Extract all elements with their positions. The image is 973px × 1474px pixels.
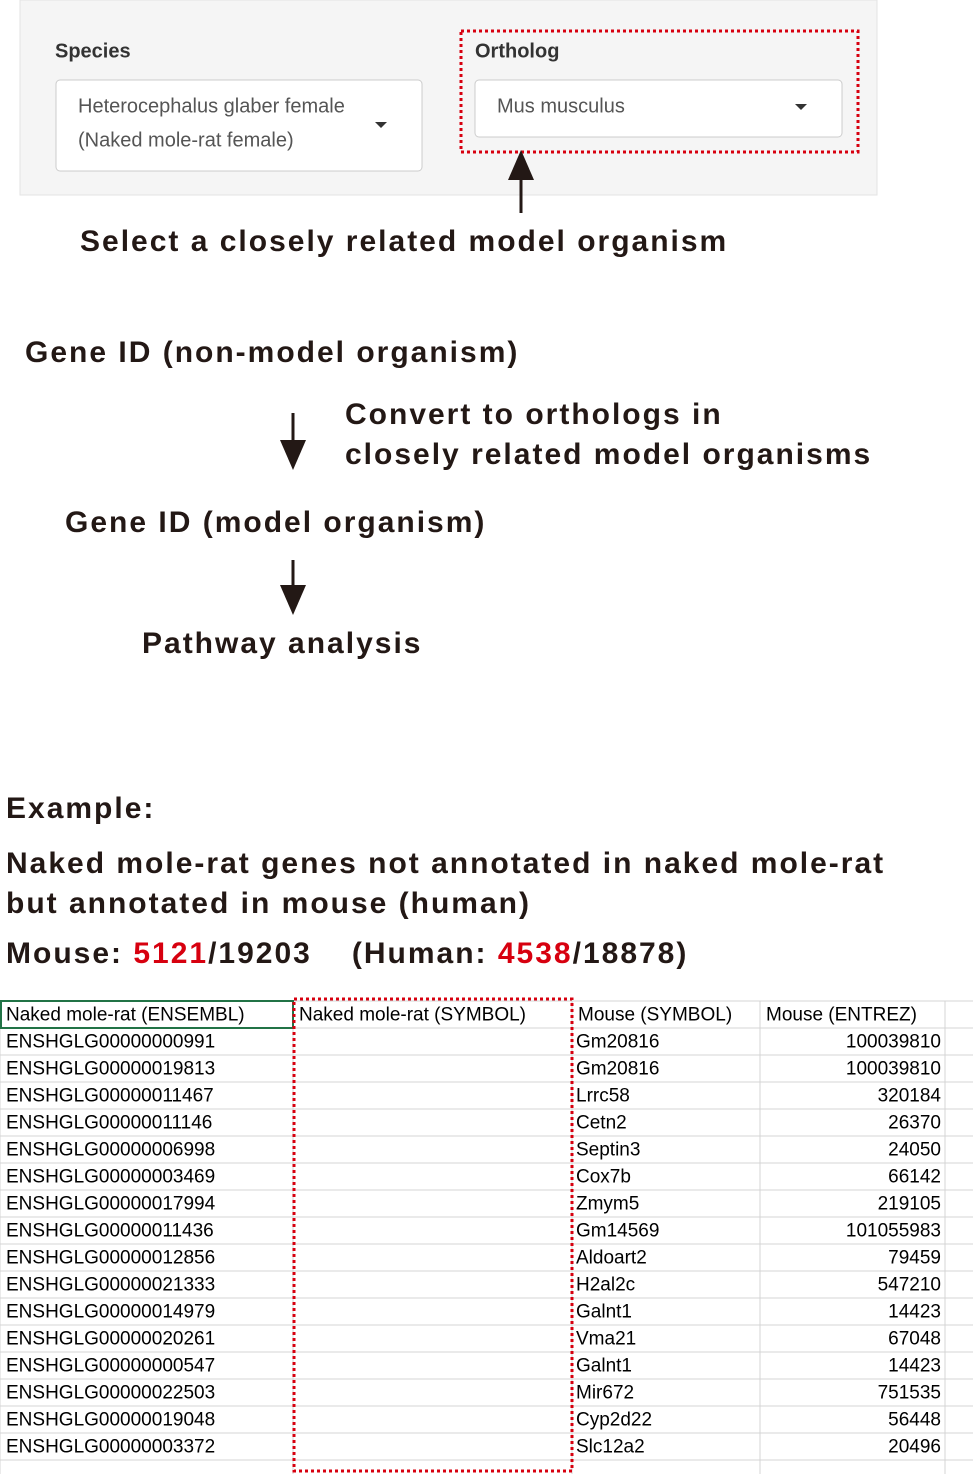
symbol-cell: Galnt1 <box>576 1356 632 1377</box>
total: /19203 <box>208 937 312 970</box>
example-description: but annotated in mouse (human) <box>6 887 531 920</box>
header-cell: Naked mole-rat (ENSEMBL) <box>6 1005 245 1026</box>
symbol-cell: Septin3 <box>576 1140 640 1161</box>
ensembl-cell: ENSHGLG00000003372 <box>6 1437 215 1458</box>
symbol-cell: Gm14569 <box>576 1221 659 1242</box>
ensembl-cell: ENSHGLG00000011467 <box>6 1086 214 1107</box>
entrez-cell: 14423 <box>888 1302 941 1323</box>
ortholog-value: Mus musculus <box>497 95 625 117</box>
ensembl-cell: ENSHGLG00000000547 <box>6 1356 215 1377</box>
species-label: Species <box>55 40 131 62</box>
species-select[interactable] <box>55 79 423 172</box>
arrow-head <box>280 585 306 615</box>
ensembl-cell: ENSHGLG00000011146 <box>6 1113 212 1134</box>
entrez-cell: 100039810 <box>846 1059 941 1080</box>
symbol-cell: Galnt1 <box>576 1302 632 1323</box>
header-cell: Mouse (ENTREZ) <box>766 1005 917 1026</box>
symbol-cell: Cyp2d22 <box>576 1410 652 1431</box>
entrez-cell: 547210 <box>878 1275 941 1296</box>
symbol-cell: H2al2c <box>576 1275 635 1296</box>
entrez-cell: 67048 <box>888 1329 941 1350</box>
ensembl-cell: ENSHGLG00000022503 <box>6 1383 215 1404</box>
symbol-cell: Lrrc58 <box>576 1086 630 1107</box>
caret <box>795 104 807 110</box>
entrez-cell: 66142 <box>888 1167 941 1188</box>
label: (Human: <box>352 937 498 970</box>
caret <box>375 122 387 128</box>
symbol-cell: Gm20816 <box>576 1059 659 1080</box>
flow-step: Gene ID (non-model organism) <box>25 336 519 369</box>
ensembl-cell: ENSHGLG00000017994 <box>6 1194 216 1215</box>
ensembl-cell: ENSHGLG00000021333 <box>6 1275 215 1296</box>
label: Mouse: <box>6 937 133 970</box>
arrow-head <box>280 440 306 470</box>
entrez-cell: 79459 <box>888 1248 941 1269</box>
symbol-cell: Cetn2 <box>576 1113 627 1134</box>
ensembl-cell: ENSHGLG00000020261 <box>6 1329 215 1350</box>
ensembl-cell: ENSHGLG00000000991 <box>6 1032 215 1053</box>
entrez-cell: 26370 <box>888 1113 941 1134</box>
symbol-cell: Zmym5 <box>576 1194 639 1215</box>
header-cell: Naked mole-rat (SYMBOL) <box>299 1005 526 1026</box>
table: Naked mole-rat (ENSEMBL) Naked mole-rat (… <box>0 1000 973 1474</box>
example-heading: Example: <box>6 792 155 825</box>
header-cell: Mouse (SYMBOL) <box>578 1005 732 1026</box>
entrez-cell: 751535 <box>878 1383 941 1404</box>
ensembl-cell: ENSHGLG00000012856 <box>6 1248 215 1269</box>
entrez-cell: 20496 <box>888 1437 941 1458</box>
ensembl-cell: ENSHGLG00000003469 <box>6 1167 215 1188</box>
flow-step: Pathway analysis <box>142 627 422 660</box>
flow-step: Gene ID (model organism) <box>65 506 486 539</box>
entrez-cell: 320184 <box>878 1086 942 1107</box>
total: /18878) <box>573 937 689 970</box>
entrez-cell: 14423 <box>888 1356 941 1377</box>
species-value: Heterocephalus glaber female <box>78 95 345 117</box>
entrez-cell: 100039810 <box>846 1032 941 1053</box>
count: 4538 <box>498 937 573 970</box>
ensembl-cell: ENSHGLG00000011436 <box>6 1221 214 1242</box>
ensembl-cell: ENSHGLG00000006998 <box>6 1140 215 1161</box>
symbol-cell: Gm20816 <box>576 1032 659 1053</box>
ensembl-cell: ENSHGLG00000019813 <box>6 1059 215 1080</box>
entrez-cell: 219105 <box>878 1194 941 1215</box>
symbol-cell: Cox7b <box>576 1167 631 1188</box>
example-counts: Mouse: 5121/19203 (Human: 4538/18878) <box>6 937 688 970</box>
example-description: Naked mole-rat genes not annotated in na… <box>6 847 885 880</box>
flow-note: Convert to orthologs in <box>345 398 723 431</box>
symbol-cell: Mir672 <box>576 1383 634 1404</box>
entrez-cell: 24050 <box>888 1140 941 1161</box>
annotation: Select a closely related model organism <box>80 225 728 258</box>
entrez-cell: 101055983 <box>846 1221 941 1242</box>
flow-note: closely related model organisms <box>345 438 872 471</box>
arrow-head <box>508 150 534 180</box>
symbol-cell: Slc12a2 <box>576 1437 645 1458</box>
ortholog-select[interactable] <box>474 79 843 138</box>
ortholog-label: Ortholog <box>475 40 559 62</box>
ensembl-cell: ENSHGLG00000019048 <box>6 1410 215 1431</box>
symbol-cell: Aldoart2 <box>576 1248 647 1269</box>
ensembl-cell: ENSHGLG00000014979 <box>6 1302 215 1323</box>
entrez-cell: 56448 <box>888 1410 941 1431</box>
highlight-box <box>459 29 860 154</box>
count: 5121 <box>133 937 208 970</box>
species-value: (Naked mole-rat female) <box>78 129 294 151</box>
symbol-cell: Vma21 <box>576 1329 636 1350</box>
highlight-box <box>292 997 574 1473</box>
